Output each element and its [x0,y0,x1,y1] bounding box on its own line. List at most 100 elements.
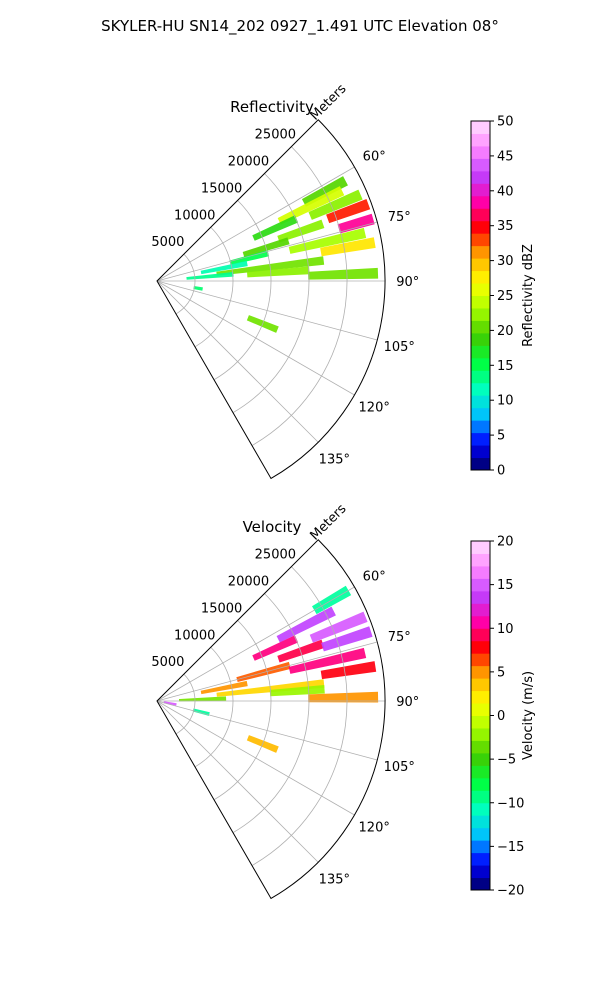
radial-tick-label: 5000 [151,655,184,670]
range-ring [194,646,234,768]
data-cell [320,661,377,680]
colorbar-tick-label: 15 [497,359,514,374]
range-ring [175,673,196,735]
range-ring [251,566,348,866]
colorbar-segment [471,703,490,716]
colorbar-segment [471,295,490,309]
colorbar-tick-label: 40 [497,184,514,199]
colorbar-segment [471,370,490,384]
radial-tick-label: 25000 [255,548,296,563]
colorbar-tick-label: 10 [497,394,514,409]
range-ring [194,226,234,348]
colorbar-tick-label: −5 [497,753,516,768]
colorbar-tick-label: 0 [497,709,505,724]
colorbar-segment [471,158,490,172]
colorbar-segment [471,133,490,147]
reflectivity-panel: Reflectivity 500010000150002000025000Met… [151,81,536,480]
radial-tick-label: 15000 [201,181,242,196]
angle-tick-label: 90° [396,695,419,710]
angle-tick-label: 60° [363,150,386,165]
azimuth-gridline [156,700,355,816]
colorbar-segment [471,233,490,247]
radial-tick-label: 10000 [174,628,215,643]
azimuth-gridline [156,280,378,341]
colorbar-segment [471,715,490,729]
colorbar-tick-label: 20 [497,324,514,339]
colorbar-segment [471,727,490,741]
data-cell [288,227,367,254]
reflectivity-colorbar: 0 5 10 15 20 25 30 35 40 45 50 Reflectivity dBZ [470,115,536,479]
data-cell [276,606,336,643]
colorbar-segment [471,665,490,679]
colorbar-tick-label: 35 [497,219,514,234]
data-cell [326,198,371,224]
data-cell [163,701,177,706]
colorbar-segment [471,332,490,346]
range-ring [213,620,272,801]
sector-outline [156,119,386,480]
colorbar-segment [471,183,490,197]
angle-tick-label: 135° [319,452,350,467]
data-cell [321,626,373,652]
reflectivity-title: Reflectivity [230,98,314,116]
radial-tick-label: 20000 [228,575,269,590]
colorbar-segment [471,740,490,754]
colorbar-segment [471,541,490,554]
angle-tick-label: 120° [359,820,390,835]
colorbar-segment [471,640,490,654]
colorbar-segment [471,690,490,704]
colorbar-tick-label: 45 [497,149,514,164]
data-cell [307,267,379,280]
colorbar-tick-label: 5 [497,429,505,444]
azimuth-gridline [156,166,355,282]
colorbar-tick-label: 25 [497,289,514,304]
radial-tick-label: 5000 [151,235,184,250]
colorbar-segment [471,827,490,841]
data-cell [178,696,227,702]
angle-tick-label: 90° [396,275,419,290]
colorbar-label: Velocity (m/s) [521,671,536,760]
colorbar-tick-label: 0 [497,464,505,479]
data-cell [186,271,234,280]
colorbar-segment [471,565,490,579]
angle-tick-label: 105° [384,340,415,355]
angle-tick-label: 120° [359,400,390,415]
colorbar-segment [471,590,490,604]
data-cell [320,237,376,257]
colorbar-segment [471,790,490,804]
radial-axis-label: Meters [308,501,350,543]
colorbar-segment [471,145,490,159]
radial-tick-label: 25000 [255,128,296,143]
data-cell [309,611,368,643]
range-ring [213,200,272,381]
colorbar-tick-label: 5 [497,665,505,680]
colorbar-segment [471,865,490,879]
colorbar-segment [471,678,490,692]
colorbar-segment [471,603,490,617]
colorbar-tick-label: −20 [497,884,524,899]
colorbar-segment [471,615,490,629]
colorbar-segment [471,852,490,866]
azimuth-gridline [156,641,378,702]
colorbar-label: Reflectivity dBZ [521,244,536,347]
colorbar-segment [471,220,490,234]
angle-tick-label: 105° [384,760,415,775]
velocity-title: Velocity [243,518,302,536]
data-cell [288,647,367,674]
colorbar-segment [471,840,490,854]
colorbar-segment [471,420,490,434]
colorbar-segment [471,445,490,459]
colorbar-segment [471,802,490,816]
colorbar-segment [471,195,490,209]
data-cell [193,285,203,291]
colorbar-segment [471,432,490,446]
colorbar-segment [471,877,490,891]
colorbar-segment [471,752,490,766]
angle-tick-label: 75° [388,210,411,225]
colorbar-segment [471,121,490,134]
radial-tick-label: 10000 [174,208,215,223]
colorbar-segment [471,208,490,222]
azimuth-gridline [156,280,319,443]
data-cell [308,189,363,220]
